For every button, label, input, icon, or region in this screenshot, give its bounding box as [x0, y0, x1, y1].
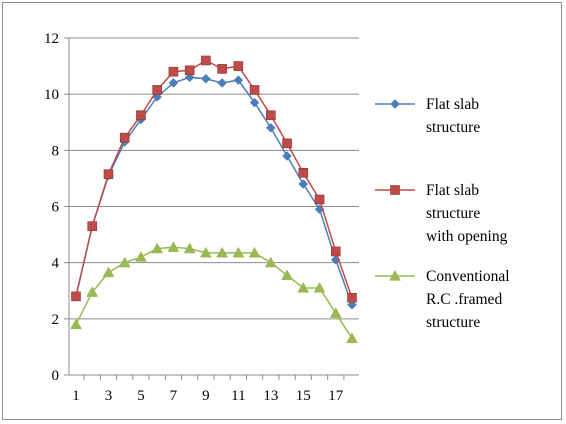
- series-2-point-10: [217, 64, 227, 74]
- y-axis-tick-labels: 0 2 4 6 8 10 12: [44, 31, 60, 384]
- legend-label-2-line-2: structure: [426, 205, 480, 222]
- x-tick-label-7: 7: [170, 388, 178, 404]
- x-tick-label-11: 11: [231, 388, 245, 404]
- series-2-point-12: [249, 85, 260, 95]
- series-1-point-14: [282, 151, 292, 161]
- y-tick-label-10: 10: [44, 87, 59, 103]
- series-3-point-16: [313, 281, 326, 293]
- series-3-point-17: [329, 307, 342, 318]
- series-3-point-6: [151, 242, 164, 254]
- x-tick-label-1: 1: [72, 388, 80, 404]
- chart-frame: 0 2 4 6 8 10 12 1 3 5 7 9 11 13 15 17 Flat slab structu…: [2, 2, 562, 420]
- series-3-point-11: [232, 246, 245, 258]
- x-tick-label-13: 13: [263, 388, 278, 404]
- series-3-point-8: [183, 242, 196, 254]
- series-3-point-2: [86, 286, 99, 297]
- legend-label-3-line-2: R.C .framed: [426, 291, 502, 308]
- series-2-point-5: [136, 110, 146, 121]
- y-tick-label-12: 12: [44, 31, 59, 47]
- x-axis-tick-labels: 1 3 5 7 9 11 13 15 17: [72, 388, 344, 404]
- series-1-point-7: [168, 78, 179, 88]
- legend: Flat slab structure Flat slab structure with…: [375, 96, 510, 331]
- series-2-point-18: [347, 292, 357, 303]
- series-2-point-1: [71, 291, 81, 302]
- legend-label-3-line-3: structure: [426, 314, 480, 331]
- series-3-point-13: [264, 256, 277, 268]
- legend-marker-3: [389, 269, 401, 281]
- x-tick-label-9: 9: [202, 388, 210, 404]
- series-3: [70, 241, 358, 344]
- series-1-point-13: [265, 123, 276, 133]
- x-tick-label-5: 5: [137, 388, 145, 404]
- series-2-point-6: [152, 85, 162, 95]
- legend-label-2-line-3: with opening: [426, 228, 508, 245]
- series-2-point-3: [103, 169, 114, 180]
- legend-marker-1: [390, 99, 400, 109]
- series-3-point-9: [199, 246, 212, 258]
- series-2-point-11: [233, 61, 244, 71]
- series-2-point-9: [201, 55, 211, 66]
- series-3-point-15: [297, 281, 310, 293]
- legend-label-2-line-1: Flat slab: [426, 182, 479, 199]
- series-3-point-5: [135, 251, 147, 262]
- series-2: [71, 55, 357, 303]
- series-3-point-4: [118, 256, 131, 268]
- series-2-point-2: [87, 221, 98, 231]
- series-2-point-13: [266, 110, 276, 121]
- series-1-line: [75, 76, 353, 306]
- series-3-point-14: [281, 269, 293, 280]
- series-3-point-18: [346, 332, 358, 344]
- series-2-point-14: [282, 138, 292, 149]
- series-2-point-16: [314, 194, 325, 205]
- legend-label-1-line-2: structure: [426, 119, 480, 136]
- series-3-point-1: [70, 318, 82, 330]
- series-1-point-12: [249, 97, 260, 108]
- y-tick-label-2: 2: [52, 312, 60, 328]
- axes: [64, 37, 359, 380]
- x-tick-label-3: 3: [105, 388, 113, 404]
- series-1-point-15: [298, 179, 309, 189]
- legend-label-3-line-1: Conventional: [426, 268, 510, 285]
- series-2-point-8: [184, 65, 195, 76]
- series-3-point-10: [216, 246, 229, 258]
- series-3-point-12: [248, 246, 261, 258]
- series-1-point-9: [201, 73, 211, 84]
- grid-lines: [69, 37, 359, 320]
- legend-label-1-line-1: Flat slab: [426, 96, 479, 113]
- series-1-point-10: [217, 78, 227, 88]
- series-3-point-7: [167, 241, 180, 252]
- legend-marker-2: [390, 185, 400, 195]
- x-tick-label-15: 15: [296, 388, 311, 404]
- series-2-point-17: [330, 246, 341, 257]
- data-series: [70, 55, 358, 344]
- legend-entry-3: Conventional R.C .framed structure: [375, 268, 510, 331]
- y-tick-label-8: 8: [52, 143, 60, 159]
- series-3-line: [75, 246, 353, 339]
- series-3-point-3: [102, 266, 115, 278]
- y-tick-label-6: 6: [52, 200, 60, 216]
- legend-entry-2: Flat slab structure with opening: [375, 182, 508, 245]
- y-tick-label-0: 0: [52, 368, 60, 384]
- series-2-point-15: [298, 168, 309, 178]
- legend-entry-1: Flat slab structure: [375, 96, 480, 136]
- series-2-point-4: [119, 132, 130, 143]
- y-tick-label-4: 4: [52, 256, 60, 272]
- x-tick-label-17: 17: [328, 388, 344, 404]
- series-2-point-7: [168, 66, 179, 77]
- series-1-point-11: [233, 75, 244, 85]
